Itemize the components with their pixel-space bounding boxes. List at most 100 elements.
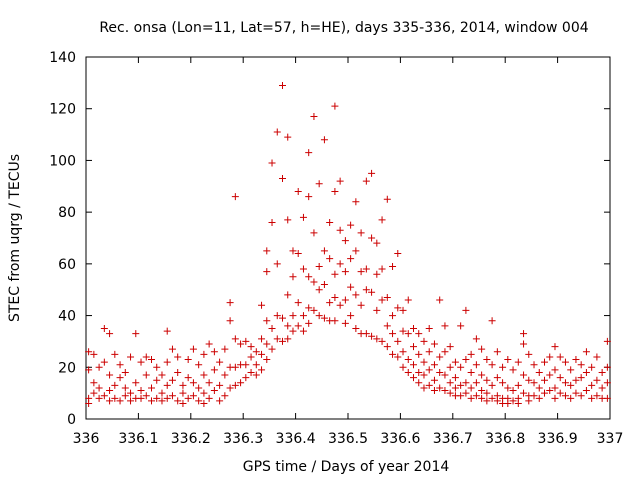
data-point [341, 237, 349, 245]
data-point [127, 397, 135, 405]
data-point [331, 293, 339, 301]
data-point [305, 319, 313, 327]
data-point [546, 353, 554, 361]
x-axis-label: GPS time / Days of year 2014 [243, 459, 450, 475]
data-point [457, 381, 465, 389]
data-point [95, 384, 103, 392]
data-point [457, 392, 465, 400]
data-point [263, 268, 271, 276]
data-point [467, 394, 475, 402]
data-point [541, 358, 548, 366]
data-point [436, 353, 444, 361]
data-point [373, 306, 381, 314]
data-point [399, 327, 407, 335]
data-point [195, 361, 203, 369]
data-point [425, 325, 433, 332]
data-point [499, 363, 507, 371]
data-point [263, 356, 271, 364]
y-tick-label: 20 [58, 360, 76, 376]
data-point [368, 288, 376, 296]
data-point [252, 348, 260, 356]
data-point [200, 371, 208, 379]
data-point [389, 262, 397, 270]
data-point [394, 337, 402, 345]
data-point [446, 363, 454, 371]
data-point [231, 335, 239, 343]
data-point [483, 376, 491, 384]
data-point [462, 389, 470, 397]
x-tick-label: 336.2 [171, 431, 211, 447]
data-point [362, 265, 370, 273]
data-point [273, 128, 281, 136]
data-point [504, 384, 512, 392]
data-point [357, 229, 365, 237]
data-point [504, 399, 512, 407]
data-point [121, 392, 129, 400]
y-tick-label: 120 [49, 102, 76, 118]
data-point [331, 187, 339, 195]
data-point [446, 343, 454, 351]
data-point [551, 394, 559, 402]
data-point [294, 322, 302, 330]
data-point [200, 389, 208, 397]
data-point [389, 312, 397, 320]
data-point [247, 368, 255, 376]
data-point [399, 306, 407, 314]
data-point [441, 387, 449, 395]
data-point [493, 348, 501, 356]
data-point [106, 397, 114, 405]
data-point [535, 394, 543, 402]
data-point [462, 379, 470, 387]
data-point [582, 368, 590, 376]
data-point [153, 376, 161, 384]
data-point [603, 363, 611, 371]
data-point [184, 394, 192, 402]
data-point [263, 340, 271, 348]
data-point [116, 397, 124, 405]
data-point [315, 262, 323, 270]
data-point [95, 394, 103, 402]
data-point [441, 322, 449, 330]
data-point [472, 379, 480, 387]
data-point [373, 335, 381, 343]
data-point [137, 358, 145, 366]
data-point [603, 394, 611, 402]
data-point [331, 102, 339, 110]
data-point [221, 345, 229, 353]
data-point [158, 371, 166, 379]
data-point [362, 177, 370, 185]
data-point [153, 363, 161, 371]
data-point [514, 358, 522, 366]
data-point [305, 149, 313, 157]
data-point [247, 343, 255, 351]
data-point [430, 340, 438, 348]
data-point [326, 255, 334, 263]
data-point [467, 368, 475, 376]
data-point [310, 306, 318, 314]
data-point [436, 384, 444, 392]
data-point [216, 397, 224, 405]
data-point [415, 330, 423, 338]
data-point [168, 345, 176, 353]
data-point [258, 366, 266, 374]
data-point [210, 366, 218, 374]
data-point [100, 358, 108, 366]
data-point [258, 301, 266, 309]
data-point [488, 381, 496, 389]
data-point [415, 350, 423, 358]
data-point [195, 397, 203, 405]
data-point [368, 169, 376, 177]
data-point [577, 361, 585, 369]
y-tick-label: 40 [58, 309, 76, 325]
data-point [399, 363, 407, 371]
data-point [520, 371, 528, 379]
data-point [520, 340, 528, 348]
data-point [320, 314, 328, 322]
data-point [179, 381, 187, 389]
data-point [430, 376, 438, 384]
data-point [195, 384, 203, 392]
data-point [168, 376, 176, 384]
data-point [368, 234, 376, 242]
data-point [331, 317, 339, 325]
